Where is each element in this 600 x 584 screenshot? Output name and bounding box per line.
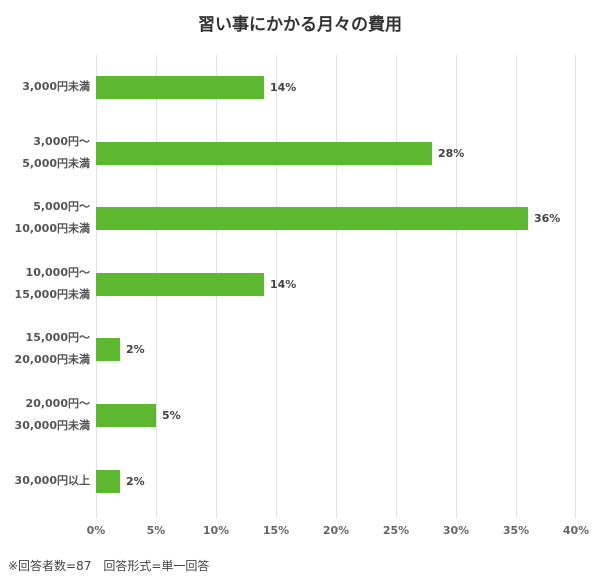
gridline xyxy=(575,55,576,518)
gridline xyxy=(456,55,457,518)
x-tick-label: 15% xyxy=(262,524,290,537)
value-label: 2% xyxy=(126,342,145,356)
footnote: ※回答者数=87 回答形式=単一回答 xyxy=(8,559,210,573)
gridline xyxy=(336,55,337,518)
x-tick-label: 35% xyxy=(502,524,530,537)
bar xyxy=(96,403,156,427)
category-label-line: 15,000円未満 xyxy=(14,288,90,301)
category-label: 30,000円以上 xyxy=(0,470,90,492)
category-label-line: 15,000円〜 xyxy=(25,331,90,344)
x-tick-label: 10% xyxy=(202,524,230,537)
gridline xyxy=(276,55,277,518)
category-label-line: 3,000円〜 xyxy=(33,135,90,148)
x-tick-label: 0% xyxy=(86,524,106,537)
category-label-line: 30,000円以上 xyxy=(14,474,90,487)
bar xyxy=(96,469,120,493)
bar xyxy=(96,75,264,99)
category-label-line: 10,000円未満 xyxy=(14,222,90,235)
category-label-line: 20,000円未満 xyxy=(14,353,90,366)
category-label: 5,000円〜 10,000円未満 xyxy=(0,196,90,240)
bar xyxy=(96,272,264,296)
bar xyxy=(96,141,432,165)
category-label-line: 5,000円未満 xyxy=(22,157,90,170)
category-label: 20,000円〜 30,000円未満 xyxy=(0,393,90,437)
value-label: 2% xyxy=(126,474,145,488)
category-label: 3,000円〜 5,000円未満 xyxy=(0,131,90,175)
value-label: 14% xyxy=(270,80,297,94)
x-tick-label: 30% xyxy=(442,524,470,537)
category-label: 10,000円〜 15,000円未満 xyxy=(0,262,90,306)
category-label-line: 30,000円未満 xyxy=(14,419,90,432)
bar xyxy=(96,337,120,361)
plot-area: 14% 28% 36% 14% 2% 5% 2% xyxy=(96,55,576,518)
category-label-line: 10,000円〜 xyxy=(25,266,90,279)
x-tick-label: 40% xyxy=(562,524,590,537)
category-label-line: 3,000円未満 xyxy=(22,80,90,93)
x-tick-label: 25% xyxy=(382,524,410,537)
x-tick-label: 5% xyxy=(146,524,166,537)
category-label-line: 20,000円〜 xyxy=(25,397,90,410)
gridline xyxy=(516,55,517,518)
chart-title: 習い事にかかる月々の費用 xyxy=(198,15,402,35)
gridline xyxy=(396,55,397,518)
category-label-line: 5,000円〜 xyxy=(33,200,90,213)
x-tick-label: 20% xyxy=(322,524,350,537)
value-label: 14% xyxy=(270,277,297,291)
value-label: 36% xyxy=(534,211,561,225)
category-label: 15,000円〜 20,000円未満 xyxy=(0,327,90,371)
bar xyxy=(96,206,528,230)
value-label: 5% xyxy=(162,408,181,422)
value-label: 28% xyxy=(438,146,465,160)
category-label: 3,000円未満 xyxy=(0,76,90,98)
